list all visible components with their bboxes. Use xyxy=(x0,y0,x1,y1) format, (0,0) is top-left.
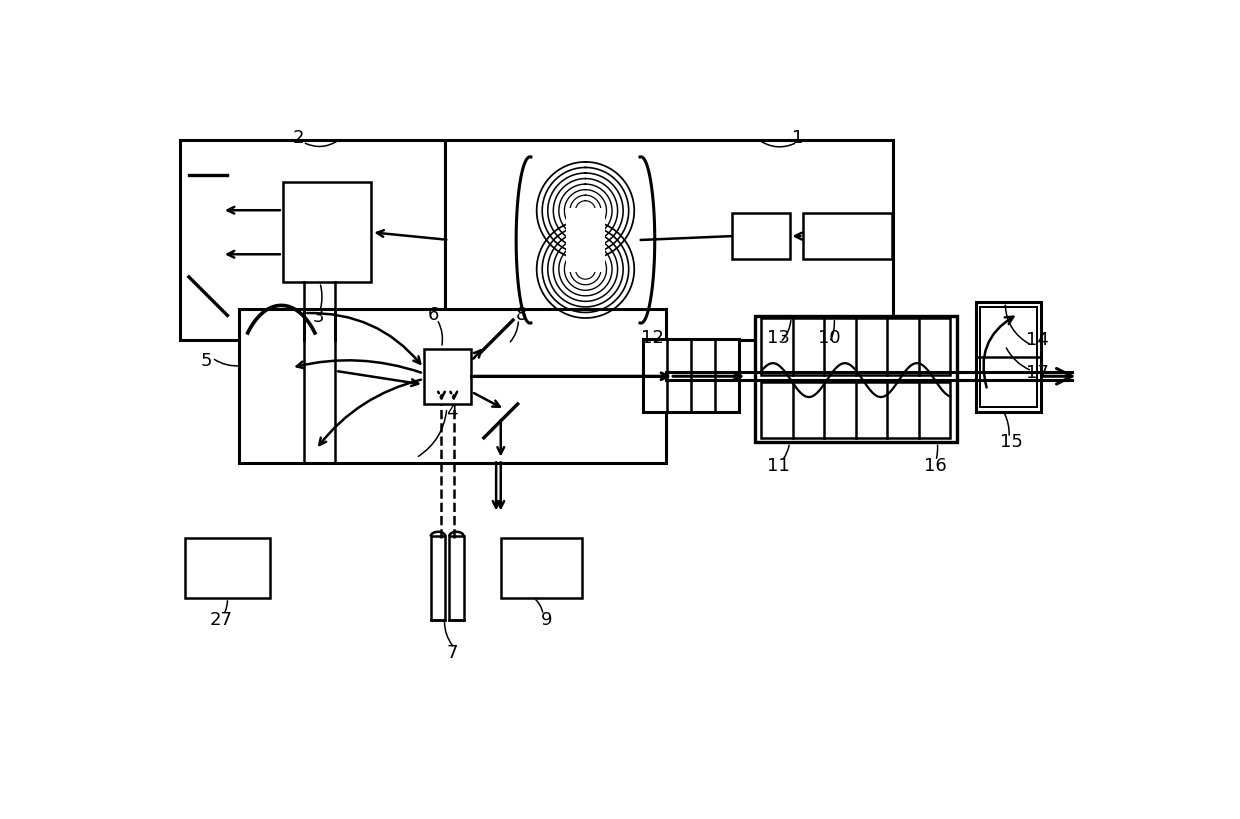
Text: 3: 3 xyxy=(312,308,324,326)
Text: 7: 7 xyxy=(446,645,458,663)
Text: 13: 13 xyxy=(766,328,790,346)
Text: 16: 16 xyxy=(925,456,947,474)
Bar xyxy=(567,208,605,272)
Bar xyxy=(283,182,372,283)
Text: 11: 11 xyxy=(766,456,790,474)
Text: 5: 5 xyxy=(200,352,212,370)
Bar xyxy=(445,140,894,340)
Text: 9: 9 xyxy=(541,611,553,628)
Text: 14: 14 xyxy=(1025,331,1049,349)
Text: 15: 15 xyxy=(999,433,1023,451)
Bar xyxy=(755,316,956,442)
Text: 27: 27 xyxy=(210,611,233,628)
Text: 4: 4 xyxy=(446,403,458,421)
Bar xyxy=(180,140,445,340)
Bar xyxy=(761,318,950,375)
Bar xyxy=(430,536,445,619)
Text: 12: 12 xyxy=(641,328,663,346)
Bar xyxy=(449,536,464,619)
Text: 17: 17 xyxy=(1025,364,1049,382)
Text: 10: 10 xyxy=(818,328,841,346)
Bar xyxy=(981,307,1037,407)
Bar xyxy=(732,213,790,259)
Bar xyxy=(976,302,1042,412)
Bar xyxy=(239,310,666,464)
Bar xyxy=(424,349,471,404)
Bar xyxy=(761,382,950,438)
Text: 6: 6 xyxy=(428,305,439,324)
Text: 2: 2 xyxy=(293,129,304,147)
Text: 8: 8 xyxy=(516,305,527,324)
Text: 1: 1 xyxy=(791,129,802,147)
Bar xyxy=(501,538,582,598)
Bar xyxy=(185,538,270,598)
Bar xyxy=(804,213,892,259)
Bar xyxy=(644,338,739,412)
Bar xyxy=(755,379,956,381)
